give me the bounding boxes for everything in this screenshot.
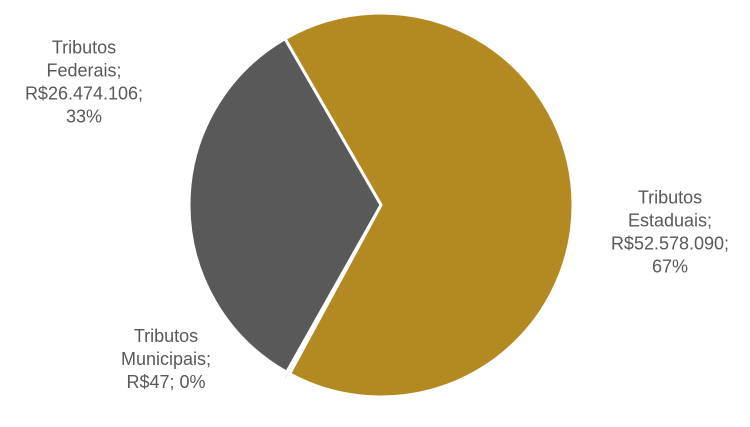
data-label-line: Tributos xyxy=(134,326,198,346)
data-label-line: Tributos xyxy=(52,38,116,58)
data-label-line: R$47; 0% xyxy=(126,372,205,392)
data-label-line: Tributos xyxy=(638,188,702,208)
data-label-line: Municipais; xyxy=(121,349,211,369)
pie-slice-tributos-estaduais xyxy=(283,11,575,399)
data-label-line: R$26.474.106; xyxy=(25,84,143,104)
data-label-line: 33% xyxy=(66,107,102,127)
data-label-line: R$52.578.090; xyxy=(611,234,729,254)
data-label-line: 67% xyxy=(652,257,688,277)
pie-slices xyxy=(187,11,575,399)
data-label-tributos-municipais: Tributos Municipais; R$47; 0% xyxy=(121,326,211,392)
pie-slice-tributos-federais xyxy=(187,37,383,374)
data-label-line: Estaduais; xyxy=(628,211,712,231)
pie-labels: Tributos Estaduais; R$52.578.090; 67%Tribut… xyxy=(25,38,729,393)
data-label-tributos-federais: Tributos Federais; R$26.474.106; 33% xyxy=(25,38,143,127)
data-label-line: Federais; xyxy=(46,61,121,81)
data-label-tributos-estaduais: Tributos Estaduais; R$52.578.090; 67% xyxy=(611,188,729,277)
